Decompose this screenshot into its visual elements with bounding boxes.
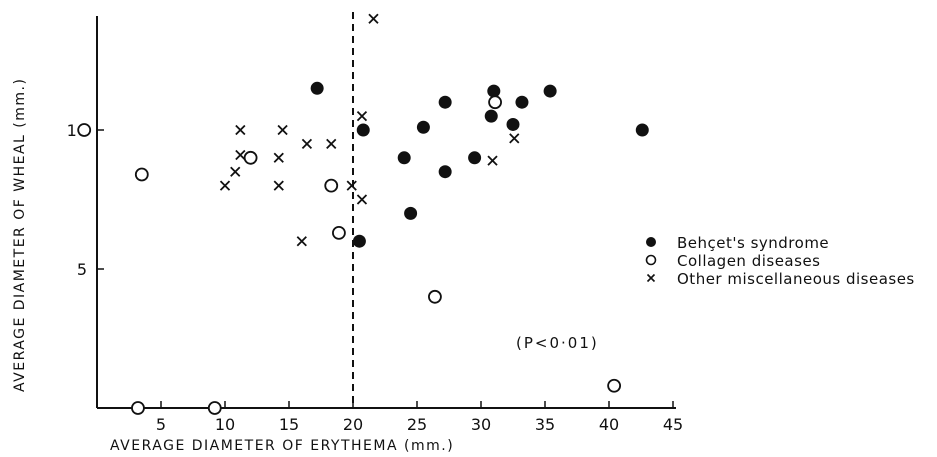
- data-point-filled-circle: [635, 123, 649, 137]
- data-points: [77, 13, 649, 415]
- data-point-filled-circle: [543, 84, 557, 98]
- y-tick-label: 5: [77, 260, 87, 279]
- legend-marker-open-circle: [645, 254, 657, 266]
- legend-marker-filled-circle: [646, 237, 656, 247]
- data-point-filled-circle: [310, 81, 324, 95]
- data-point-open-circle: [207, 401, 222, 415]
- data-point-filled-circle: [397, 151, 411, 165]
- data-point-filled-circle: [416, 120, 430, 134]
- data-point-x: [235, 124, 246, 136]
- data-point-x: [356, 194, 368, 205]
- data-point-x: [487, 155, 498, 166]
- x-tick-label: 40: [599, 415, 619, 434]
- data-point-filled-circle: [438, 165, 452, 179]
- legend-label: Other miscellaneous diseases: [677, 270, 915, 288]
- data-point-filled-circle: [404, 206, 418, 220]
- x-axis-title: AVERAGE DIAMETER OF ERYTHEMA (mm.): [110, 438, 454, 454]
- data-point-open-circle: [324, 178, 339, 193]
- x-tick-label: 5: [156, 415, 166, 434]
- x-tick-label: 30: [471, 415, 491, 434]
- data-point-x: [356, 110, 368, 122]
- legend-label: Behçet's syndrome: [677, 234, 829, 252]
- data-point-filled-circle: [506, 117, 520, 131]
- x-tick-label: 25: [407, 415, 427, 434]
- x-tick-label: 15: [279, 415, 299, 434]
- legend-label: Collagen diseases: [677, 252, 821, 270]
- x-tick-label: 35: [535, 415, 555, 434]
- data-point-open-circle: [243, 150, 258, 165]
- data-point-filled-circle: [352, 234, 366, 248]
- data-point-x: [509, 133, 520, 144]
- p-value-annotation: (P<0·01): [516, 334, 599, 352]
- data-point-filled-circle: [438, 95, 452, 109]
- legend-marker-x: [646, 273, 656, 283]
- data-point-open-circle: [607, 378, 622, 393]
- data-point-x: [219, 180, 231, 191]
- data-point-open-circle: [77, 123, 92, 137]
- x-tick-label: 45: [663, 415, 683, 434]
- data-point-open-circle: [134, 167, 149, 182]
- data-point-x: [296, 236, 307, 247]
- data-point-open-circle: [488, 95, 502, 110]
- data-point-x: [230, 166, 241, 177]
- data-point-x: [326, 138, 337, 150]
- data-point-filled-circle: [515, 95, 529, 109]
- data-point-x: [273, 180, 284, 191]
- data-point-filled-circle: [487, 84, 501, 98]
- data-point-open-circle: [428, 289, 442, 304]
- data-point-x: [346, 180, 357, 191]
- data-point-x: [273, 152, 284, 163]
- axes: [96, 16, 676, 409]
- data-point-filled-circle: [468, 151, 482, 165]
- data-point-x: [235, 149, 246, 161]
- data-point-x: [301, 138, 313, 150]
- x-tick-label: 20: [343, 415, 363, 434]
- y-axis-title: AVERAGE DIAMETER OF WHEAL (mm.): [12, 78, 28, 392]
- data-point-open-circle: [131, 401, 145, 415]
- data-point-filled-circle: [484, 109, 498, 123]
- data-point-filled-circle: [356, 123, 370, 137]
- data-point-open-circle: [332, 225, 346, 240]
- x-tick-label: 10: [215, 415, 235, 434]
- data-point-x: [277, 124, 288, 136]
- data-point-x: [368, 13, 379, 24]
